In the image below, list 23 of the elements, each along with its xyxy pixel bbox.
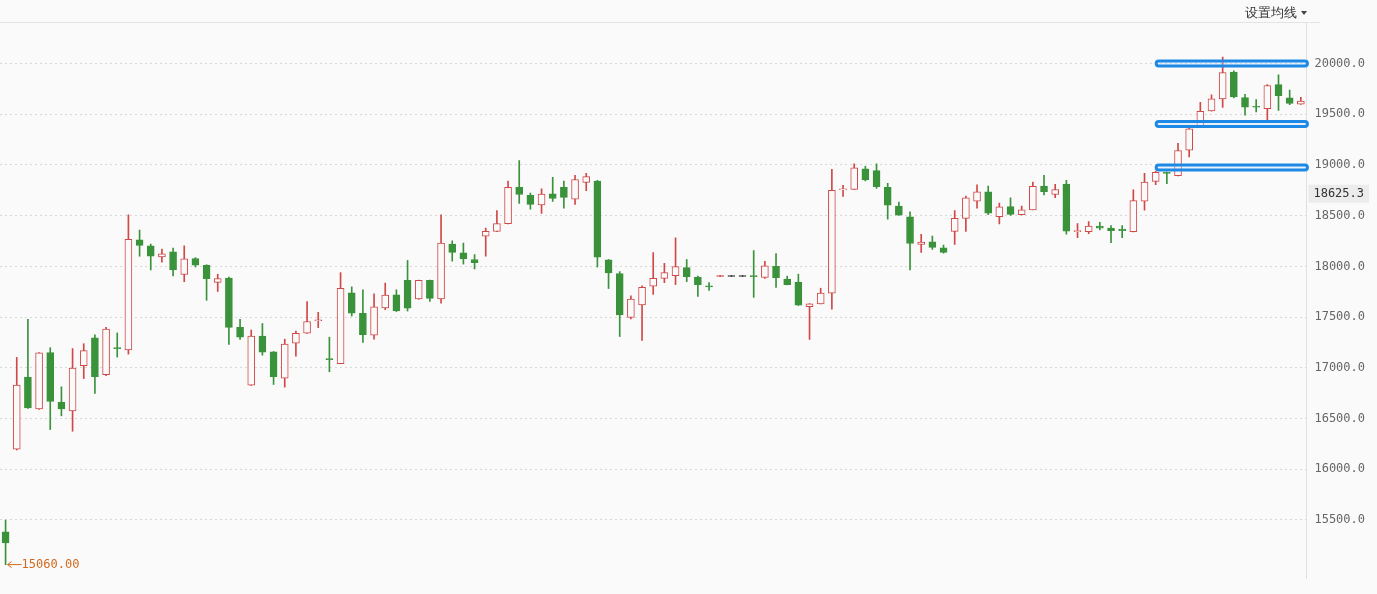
y-tick-label: 17000.0: [1314, 359, 1366, 374]
text: 设置均线: [1245, 4, 1297, 22]
text: 18625.3: [1313, 185, 1365, 200]
candlestick: [481, 227, 490, 257]
y-tick-label: 18000.0: [1314, 258, 1366, 273]
candlestick: [515, 160, 524, 204]
candlestick: [917, 234, 926, 253]
y-tick-label: 15500.0: [1314, 512, 1366, 527]
candlestick: [314, 312, 323, 329]
candlestick: [1252, 99, 1261, 113]
candlestick: [1163, 171, 1171, 185]
y-tick-label: 17500.0: [1314, 309, 1366, 324]
candlestick: [548, 176, 557, 202]
y-tick-label: 19500.0: [1314, 106, 1366, 121]
y-tick-label: 18500.0: [1314, 207, 1366, 222]
candlestick: [839, 185, 847, 197]
y-tick-label: 19000.0: [1314, 157, 1366, 172]
candlestick: [649, 252, 658, 295]
y-tick-label: 20000.0: [1314, 55, 1366, 70]
annotation: 15060.00: [21, 556, 80, 571]
y-tick-label: 16000.0: [1314, 461, 1366, 476]
y-tick-label: 16500.0: [1314, 410, 1366, 425]
candlestick: [705, 282, 713, 291]
